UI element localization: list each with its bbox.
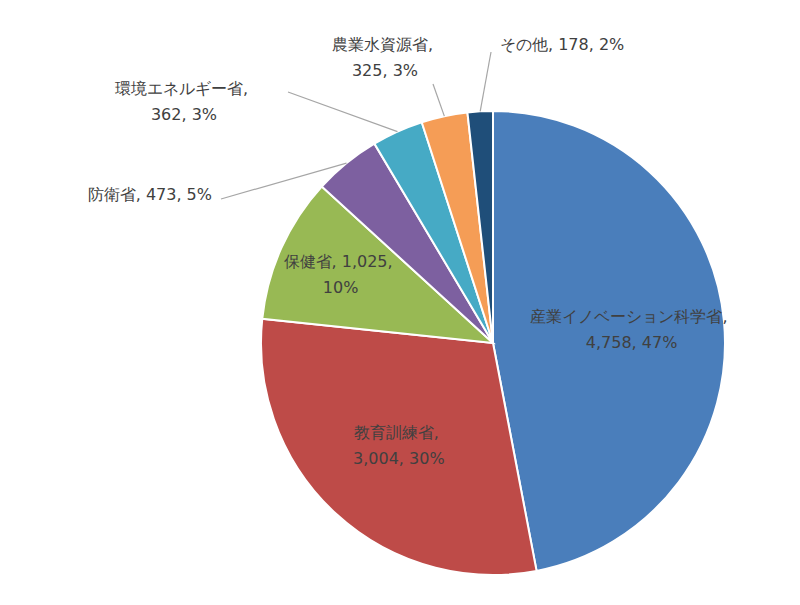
leader-line [221,163,346,199]
data-label-part: 保健省 [284,252,332,271]
data-label-part: 農業水資源省 [332,35,428,54]
leader-line [433,84,444,116]
data-label-part: 教育訓練省 [354,423,434,442]
data-label-part: その他 [500,35,548,54]
leader-line [480,52,491,111]
data-label: 農業水資源省, [332,35,438,54]
data-label-part: 3% [393,61,418,80]
data-label: 362, 3% [151,105,217,124]
data-label-part: 2% [599,35,624,54]
data-label-part: 1,025 [342,252,388,271]
data-label: 4,758, 47% [586,333,678,352]
data-label-part: , [548,35,558,54]
data-label-part: 362 [151,105,182,124]
data-label-part: , [136,185,146,204]
data-label: 保健省, 1,025, [284,252,398,271]
data-label-part: , [332,252,342,271]
data-label-part: , [722,307,732,326]
pie-slice [261,319,537,575]
data-label-part: , [632,333,642,352]
data-label-part: , [399,449,409,468]
data-label-part: 30% [409,449,445,468]
pie-slice [467,111,493,343]
pie [261,111,725,575]
pie-slice [493,111,725,571]
data-label: 3,004, 30% [353,449,445,468]
data-label-part: 3% [192,105,217,124]
data-label-part: , [388,252,398,271]
data-label-part: 5% [187,185,212,204]
data-label: 教育訓練省, [354,423,444,442]
data-labels: 産業イノベーション科学省, 4,758, 47% 教育訓練省, 3,004, 30… [88,35,733,468]
data-label: その他, 178, 2% [500,35,624,54]
data-label-part: , [176,185,186,204]
data-label: 防衛省, 473, 5% [88,185,212,204]
data-label-part: 473 [146,185,177,204]
leader-line [288,92,397,132]
data-label-part: , [382,61,392,80]
leader-lines [221,52,491,199]
data-label-part: 10% [323,278,359,297]
data-label-part: 防衛省 [88,185,136,204]
data-label-part: 47% [642,333,678,352]
data-label-part: 4,758 [586,333,632,352]
data-label: 産業イノベーション科学省, [530,307,732,326]
data-label-part: 環境エネルギー省 [115,79,243,98]
data-label-part: , [428,35,438,54]
data-label: 10% [323,278,359,297]
data-label-part: , [243,79,253,98]
data-label-part: , [181,105,191,124]
data-label: 環境エネルギー省, [115,79,253,98]
chart: 産業イノベーション科学省, 4,758, 47% 教育訓練省, 3,004, 30… [0,0,800,605]
data-label-part: , [589,35,599,54]
data-label: 325, 3% [352,61,418,80]
data-label-part: 325 [352,61,383,80]
data-label-part: 178 [558,35,589,54]
data-label-part: , [434,423,444,442]
data-label-part: 産業イノベーション科学省 [530,307,722,326]
data-label-part: 3,004 [353,449,399,468]
